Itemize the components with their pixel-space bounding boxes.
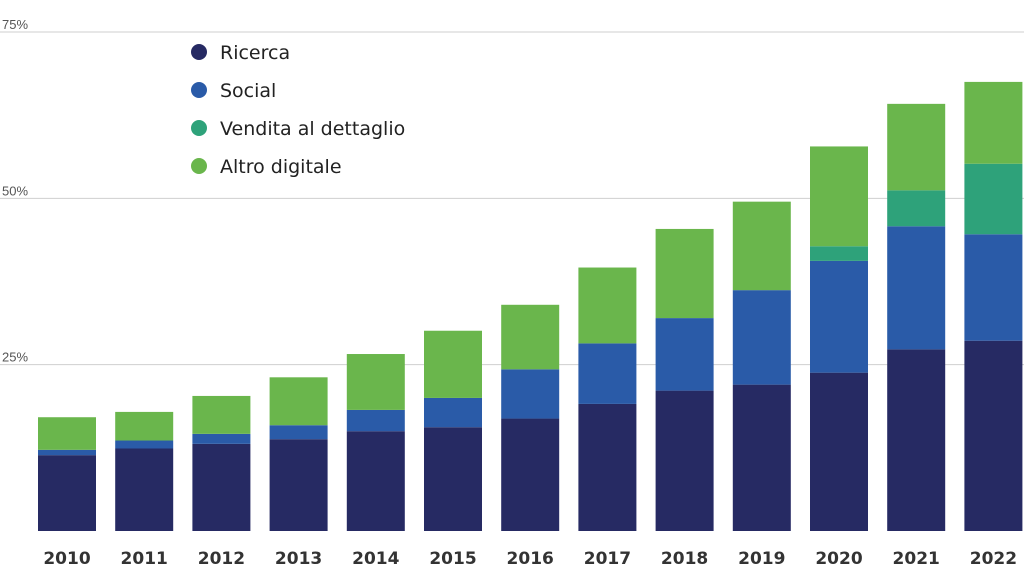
bar-segment-vendita-al-dettaglio [810, 246, 868, 261]
bar-segment-ricerca [732, 384, 791, 531]
bar-segment-ricerca [346, 431, 405, 531]
bar-segment-social [655, 318, 714, 391]
bar-segment-ricerca [192, 443, 251, 531]
bar-segment-altro-digitale [192, 395, 251, 434]
bar-segment-social [810, 260, 868, 373]
bar-segment-social [38, 449, 96, 456]
x-tick-label: 2012 [198, 549, 245, 569]
bar-segment-altro-digitale [346, 354, 405, 410]
y-tick-label: 75% [2, 17, 28, 32]
bar-segment-social [578, 343, 637, 404]
x-tick-label: 2016 [507, 549, 554, 569]
bar-segment-altro-digitale [115, 411, 174, 441]
legend: Ricerca Social Vendita al dettaglio Altro d… [191, 42, 405, 178]
bars [38, 81, 1023, 531]
x-tick-label: 2019 [738, 549, 785, 569]
bar-segment-ricerca [655, 390, 714, 531]
x-tick-label: 2013 [275, 549, 322, 569]
bar-segment-social [732, 290, 791, 385]
bar-segment-social [964, 234, 1023, 341]
bar-segment-altro-digitale [732, 201, 791, 291]
bar-segment-ricerca [38, 455, 96, 531]
x-tick-label: 2018 [661, 549, 708, 569]
bar-segment-vendita-al-dettaglio [964, 163, 1023, 235]
bar-segment-altro-digitale [38, 417, 96, 450]
bar-segment-social [115, 440, 174, 449]
bar-segment-altro-digitale [810, 146, 868, 247]
y-tick-label: 25% [2, 350, 28, 365]
bar-segment-ricerca [964, 340, 1023, 531]
bar-segment-social [269, 425, 328, 440]
x-axis-labels: 2010 2011 2012 2013 2014 2015 2016 2017 2018 2019… [43, 549, 1017, 569]
x-tick-label: 2011 [121, 549, 168, 569]
x-tick-label: 2010 [43, 549, 90, 569]
legend-marker [191, 158, 207, 174]
bar-segment-altro-digitale [964, 81, 1023, 164]
bar-segment-social [501, 369, 560, 419]
bar-segment-social [192, 433, 251, 444]
bar-segment-altro-digitale [655, 228, 714, 319]
x-tick-label: 2017 [584, 549, 631, 569]
bar-segment-ricerca [115, 448, 174, 531]
x-tick-label: 2021 [893, 549, 940, 569]
bar-segment-altro-digitale [501, 304, 560, 370]
bar-segment-ricerca [578, 403, 637, 531]
legend-label: Social [220, 80, 276, 102]
legend-marker [191, 82, 207, 98]
bar-segment-ricerca [810, 372, 868, 531]
legend-marker [191, 120, 207, 136]
x-tick-label: 2015 [429, 549, 476, 569]
legend-marker [191, 44, 207, 60]
bar-segment-altro-digitale [424, 330, 482, 398]
bar-segment-ricerca [424, 427, 482, 531]
bar-segment-altro-digitale [887, 103, 946, 191]
y-tick-label: 50% [2, 183, 28, 198]
bar-segment-ricerca [501, 418, 560, 531]
bar-segment-social [346, 409, 405, 432]
legend-label: Ricerca [220, 42, 290, 64]
x-tick-label: 2014 [352, 549, 399, 569]
bar-segment-ricerca [887, 349, 946, 531]
bar-segment-altro-digitale [269, 377, 328, 426]
bar-segment-social [887, 226, 946, 350]
x-tick-label: 2020 [815, 549, 862, 569]
bar-segment-vendita-al-dettaglio [887, 190, 946, 227]
bar-segment-social [424, 397, 482, 428]
legend-label: Vendita al dettaglio [220, 118, 405, 140]
legend-label: Altro digitale [220, 156, 342, 178]
bar-segment-ricerca [269, 439, 328, 531]
x-tick-label: 2022 [970, 549, 1017, 569]
bar-segment-altro-digitale [578, 267, 637, 344]
